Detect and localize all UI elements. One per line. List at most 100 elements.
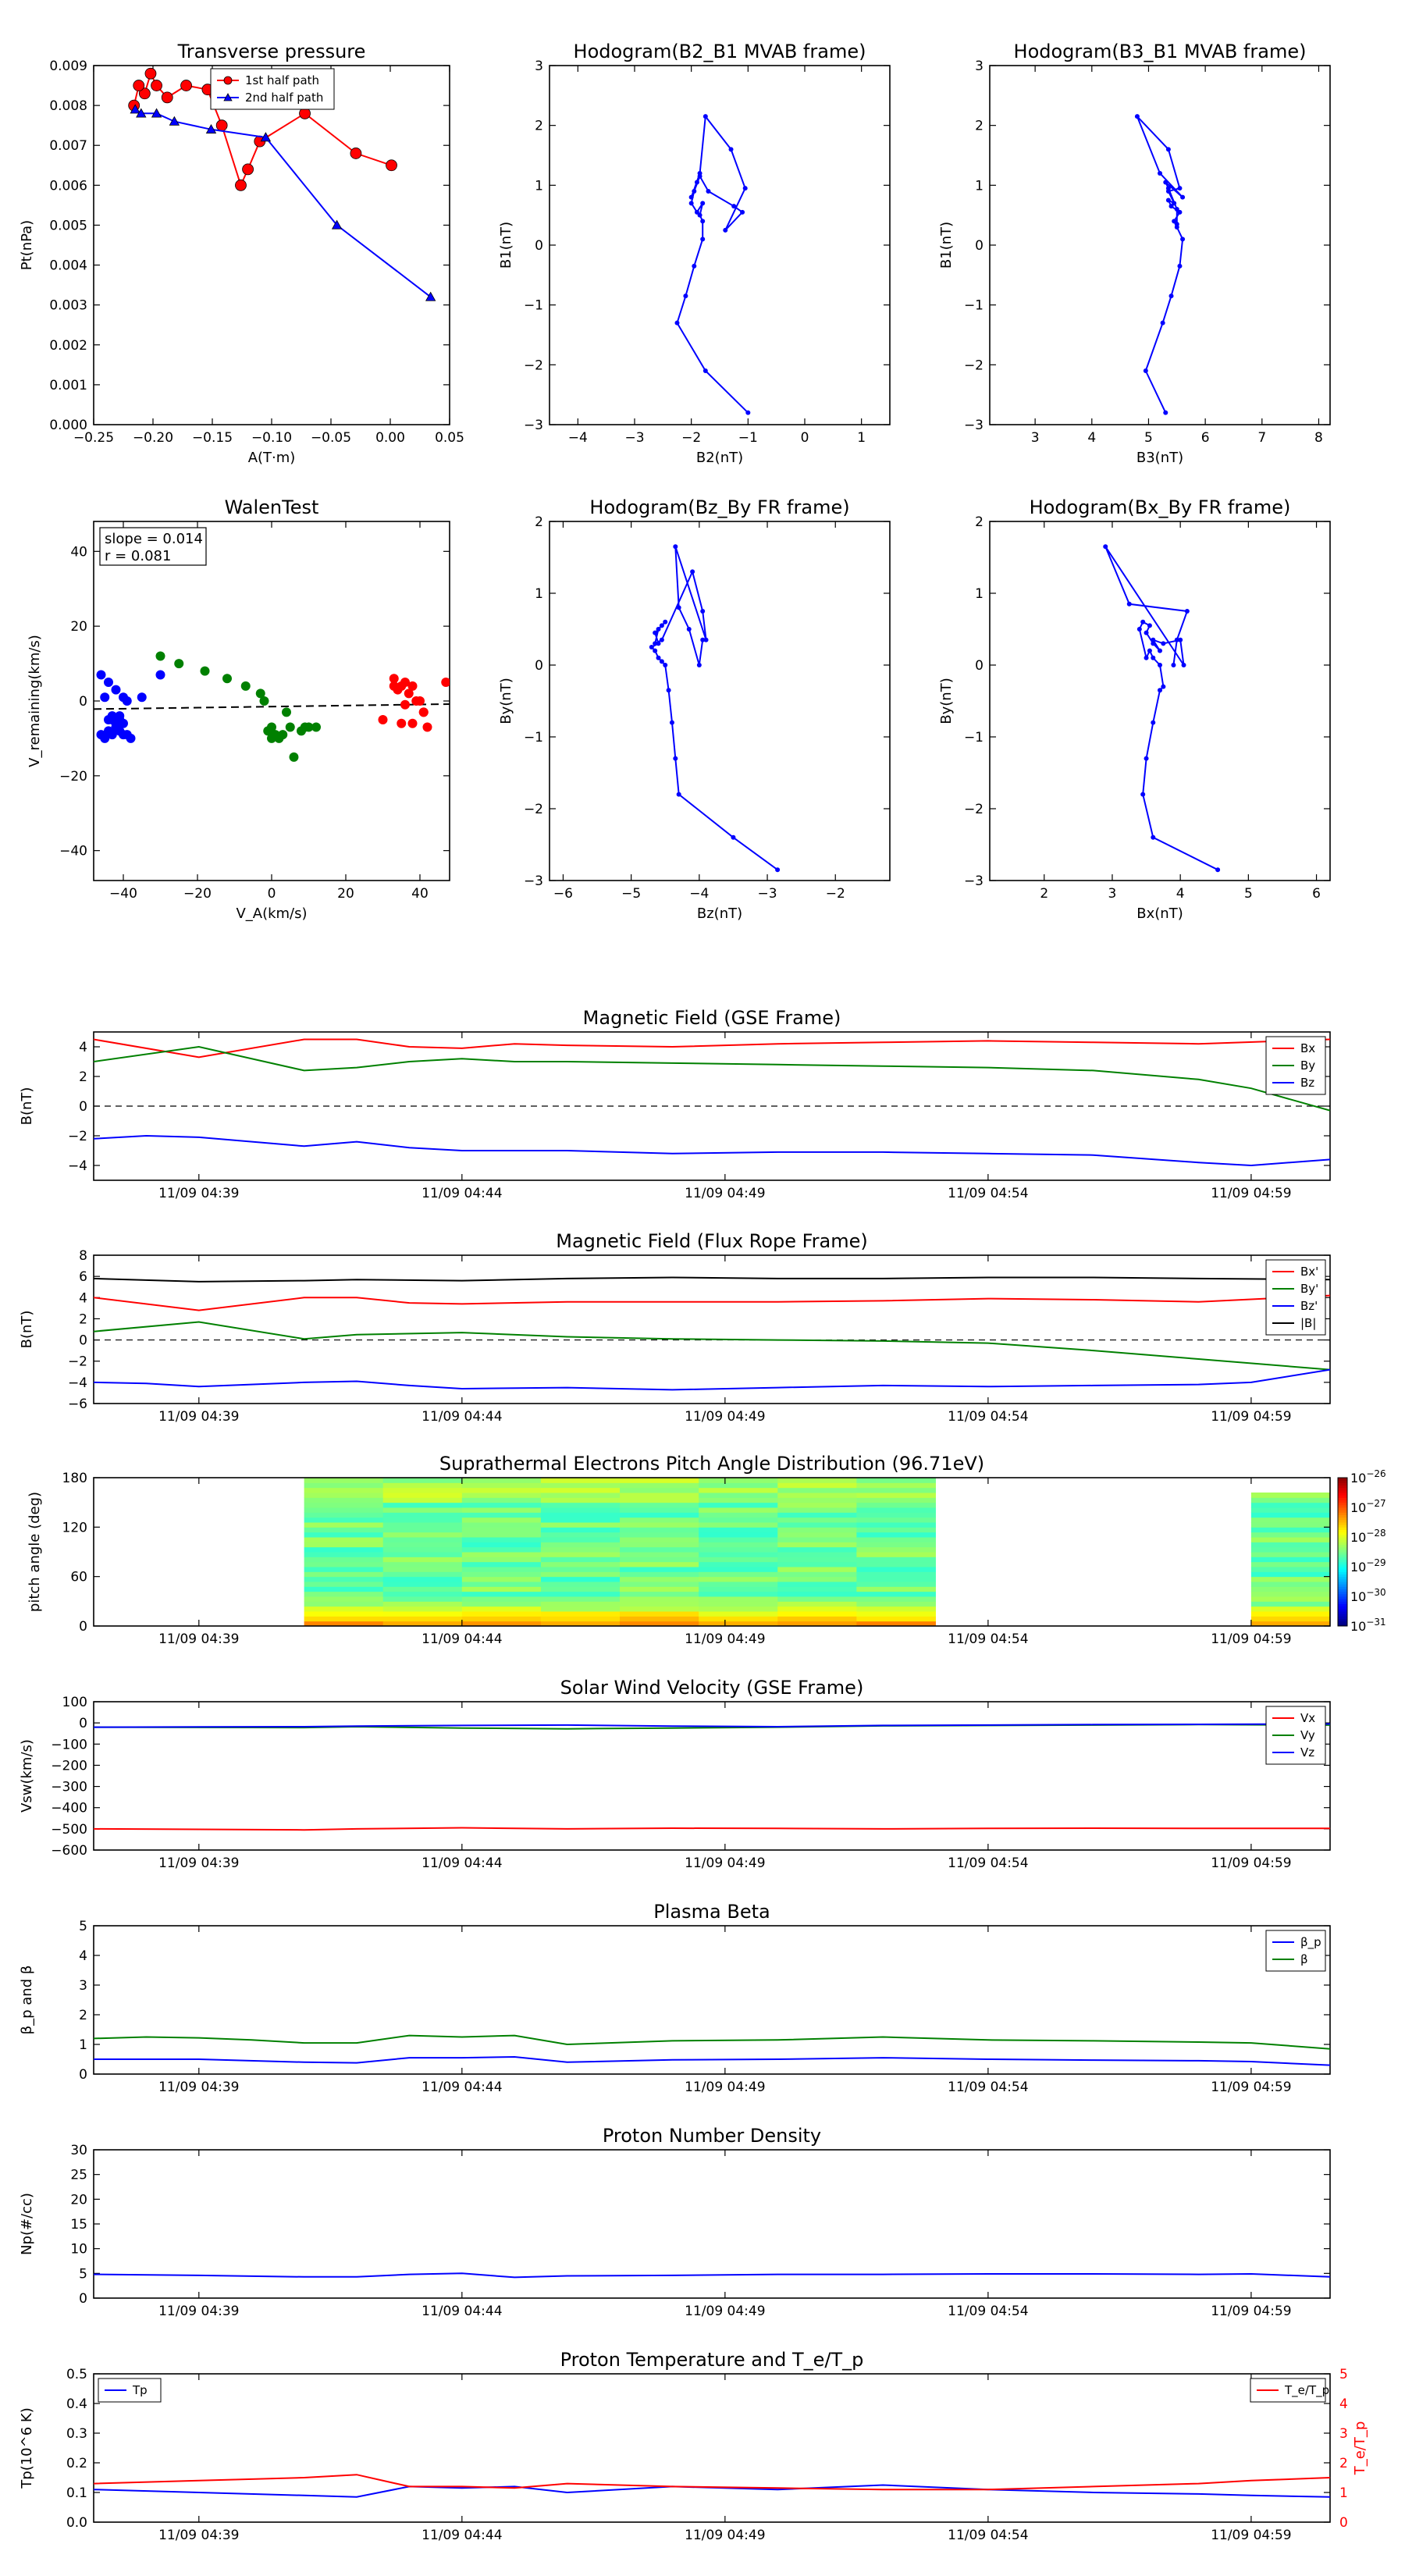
heatmap-cell: [856, 1478, 936, 1483]
heatmap-cell: [540, 1532, 621, 1538]
data-point: [1136, 627, 1142, 632]
colorbar-segment: [1338, 1502, 1347, 1506]
y-tick-label: −2: [524, 358, 543, 373]
axes-frame: [93, 1925, 1331, 2075]
x-axis-label: Bx(nT): [1136, 906, 1183, 922]
data-point: [653, 648, 658, 653]
heatmap-cell: [856, 1546, 936, 1553]
x-tick-label: 11/09 04:39: [158, 1409, 239, 1425]
colorbar-segment: [1338, 1512, 1347, 1515]
colorbar-segment: [1338, 1534, 1347, 1538]
y-tick-label: 0.1: [66, 2485, 87, 2501]
heatmap-cell: [856, 1512, 936, 1518]
series-line: [94, 1368, 1330, 1391]
y-tick-label: 0: [975, 238, 984, 254]
heatmap-cell: [540, 1611, 621, 1617]
heatmap-cell: [304, 1517, 384, 1523]
y-tick-label: 0.003: [49, 298, 87, 314]
heatmap-cell: [382, 1502, 463, 1508]
heatmap-cell: [1250, 1532, 1331, 1538]
y-tick-label: 180: [62, 1471, 87, 1486]
legend-entry: |B|: [1300, 1316, 1316, 1330]
x-tick-label: 3: [1031, 430, 1040, 446]
heatmap-cell: [461, 1502, 542, 1508]
legend-entry: T_e/T_p: [1284, 2383, 1329, 2398]
x-tick-label: 11/09 04:49: [685, 2304, 765, 2319]
data-point: [1168, 204, 1174, 209]
heatmap-cell: [777, 1591, 857, 1597]
legend: [98, 2378, 162, 2403]
heatmap-cell: [856, 1487, 936, 1493]
data-point: [690, 569, 695, 575]
heatmap-cell: [620, 1527, 699, 1533]
heatmap-cell: [540, 1601, 621, 1607]
heatmap-cell: [1250, 1567, 1331, 1572]
heatmap-cell: [461, 1487, 542, 1493]
colorbar-segment: [1338, 1549, 1347, 1553]
heatmap-cell: [620, 1497, 699, 1503]
heatmap-cell: [382, 1582, 463, 1587]
slope-annotation: slope = 0.014: [105, 531, 203, 547]
axes-frame: [549, 521, 891, 881]
y-tick-label: 2: [535, 119, 543, 134]
y-tick-label: 0: [79, 1099, 87, 1115]
y-tick-label: 0.002: [49, 338, 87, 354]
data-point: [694, 180, 699, 185]
heatmap-cell: [1250, 1517, 1331, 1523]
y-tick-label: 0.007: [49, 138, 87, 154]
heatmap-cell: [382, 1482, 463, 1489]
x-axis-label: B2(nT): [696, 450, 743, 466]
y-tick-label: 1: [535, 586, 543, 602]
heatmap-cell: [382, 1537, 463, 1542]
data-point: [742, 186, 748, 191]
legend-entry: β: [1300, 1952, 1308, 1966]
heatmap-cell: [699, 1582, 778, 1587]
x-tick-label: 11/09 04:59: [1211, 1409, 1291, 1425]
heatmap-cell: [620, 1522, 699, 1528]
y-tick-label: 0: [535, 658, 543, 674]
heatmap-cell: [620, 1532, 699, 1538]
axes-frame: [93, 1254, 1331, 1404]
colorbar-segment: [1338, 1552, 1347, 1555]
colorbar-segment: [1338, 1591, 1347, 1595]
x-tick-label: −1: [738, 430, 758, 446]
heatmap-cell: [304, 1537, 384, 1542]
series-line: [94, 2272, 1330, 2279]
heatmap-cell: [699, 1601, 778, 1607]
heatmap-cell: [461, 1507, 542, 1513]
heatmap-cell: [461, 1517, 542, 1523]
heatmap-cell: [382, 1532, 463, 1538]
data-point: [703, 637, 709, 642]
heatmap-cell: [461, 1552, 542, 1557]
y-tick-label: 60: [70, 1570, 87, 1585]
y-tick-label: 0.2: [66, 2456, 87, 2471]
colorbar-segment: [1338, 1527, 1347, 1530]
legend-entry: Bx: [1300, 1041, 1315, 1055]
y-tick-label: 0.004: [49, 258, 87, 274]
x-tick-label: 11/09 04:54: [948, 1409, 1028, 1425]
heatmap-cell: [699, 1567, 778, 1572]
colorbar-segment: [1338, 1567, 1347, 1570]
legend-entry: Bz': [1300, 1299, 1318, 1313]
y-tick-label: −3: [524, 418, 543, 433]
heatmap-cell: [856, 1517, 936, 1523]
data-point: [1143, 368, 1148, 373]
heatmap-cell: [461, 1601, 542, 1607]
heatmap-cell: [699, 1512, 778, 1518]
data-point: [697, 212, 702, 218]
data-point: [1140, 619, 1146, 624]
heatmap-cell: [856, 1606, 936, 1612]
x-tick-label: 20: [337, 886, 354, 902]
data-point: [100, 733, 110, 743]
colorbar-segment: [1338, 1537, 1347, 1540]
data-point: [697, 171, 702, 176]
y-axis-label: pitch angle (deg): [27, 1492, 43, 1612]
heatmap-cell: [620, 1557, 699, 1563]
heatmap-cell: [856, 1621, 936, 1627]
heatmap-cell: [461, 1512, 542, 1518]
heatmap-cell: [540, 1571, 621, 1578]
colorbar-segment: [1338, 1525, 1347, 1528]
heatmap-cell: [777, 1487, 857, 1493]
data-point: [1168, 294, 1174, 299]
data-point: [1184, 609, 1190, 614]
